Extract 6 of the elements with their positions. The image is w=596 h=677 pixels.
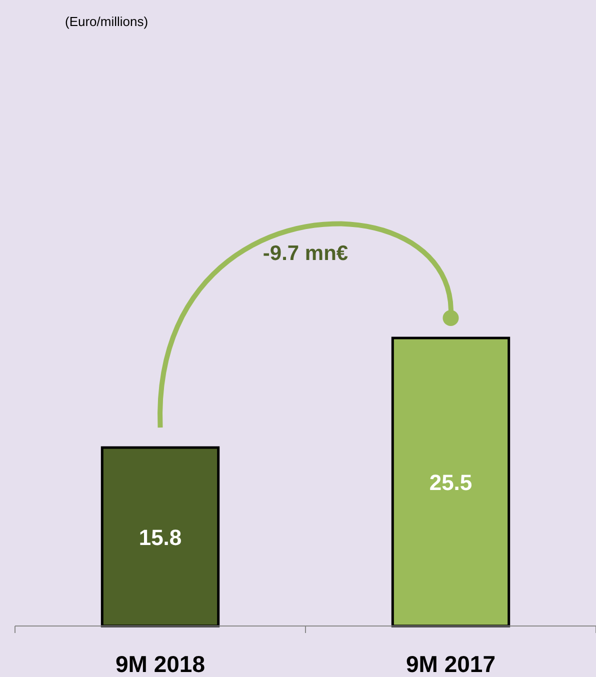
x-tick-label: 9M 2017 xyxy=(406,651,496,677)
data-label: 15.8 xyxy=(138,524,182,550)
text: -9.7 mn€ xyxy=(262,242,348,265)
data-label: 25.5 xyxy=(429,470,472,495)
chart-title: (Euro/millions) xyxy=(65,14,148,29)
x-tick-label: 9M 2018 xyxy=(115,651,206,677)
